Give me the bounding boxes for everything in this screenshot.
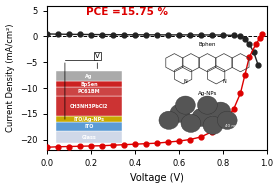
Text: PCE =15.75 %: PCE =15.75 %: [86, 7, 168, 17]
Y-axis label: Current Density (mA/cm²): Current Density (mA/cm²): [6, 23, 15, 132]
X-axis label: Voltage (V): Voltage (V): [130, 174, 184, 184]
